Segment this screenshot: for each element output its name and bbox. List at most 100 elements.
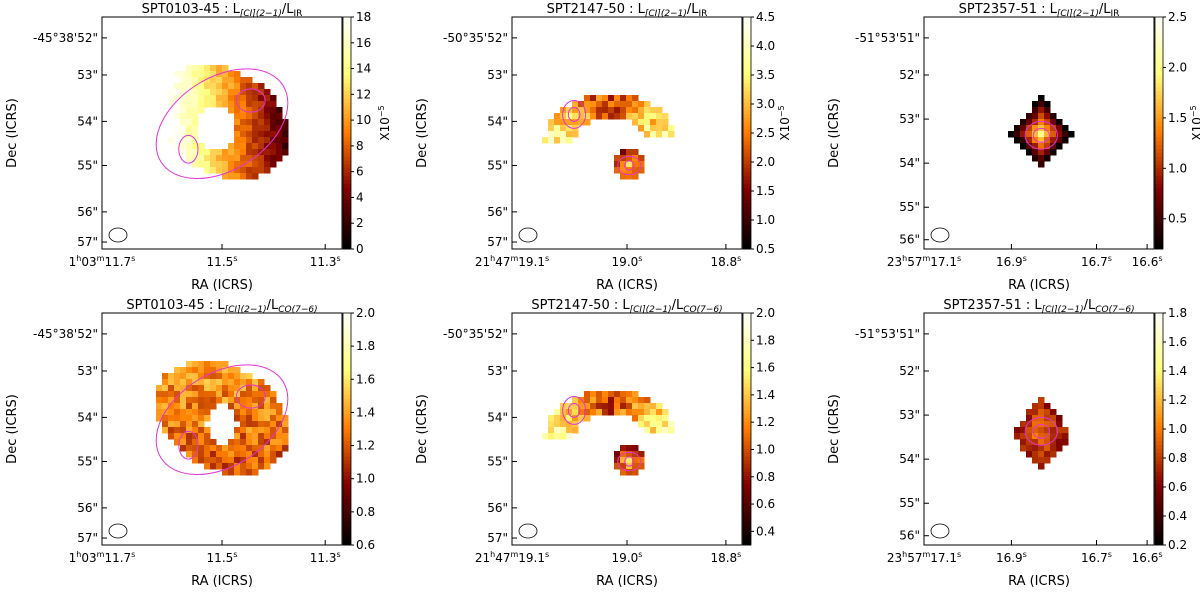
colorbar-step <box>743 144 751 149</box>
colorbar-step <box>1155 386 1163 391</box>
heatmap-cell <box>662 409 669 416</box>
colorbar-step <box>343 533 351 538</box>
heatmap-cell <box>1032 421 1039 428</box>
colorbar-step <box>743 63 751 68</box>
heatmap-cell <box>632 149 639 156</box>
heatmap-cell <box>222 83 229 90</box>
colorbar-step <box>743 343 751 349</box>
heatmap-cell <box>1026 427 1033 434</box>
heatmap-cell <box>1044 155 1051 162</box>
heatmap-cell <box>180 379 187 386</box>
colorbar-step <box>343 55 351 61</box>
heatmap-cell <box>246 89 253 96</box>
heatmap-cell <box>222 445 229 452</box>
heatmap-cell <box>180 421 187 428</box>
heatmap-cell <box>584 107 591 114</box>
colorbar-step <box>1155 148 1163 153</box>
heatmap-cell <box>174 113 181 120</box>
heatmap-cell <box>180 113 187 120</box>
colorbar-step <box>343 24 351 30</box>
heatmap-cell <box>1044 107 1051 114</box>
beam-ellipse <box>518 523 538 539</box>
heatmap-cell <box>240 379 247 386</box>
colorbar-step <box>1155 218 1163 223</box>
colorbar-step <box>743 78 751 84</box>
colorbar-step <box>743 125 751 130</box>
heatmap-cell <box>270 451 277 458</box>
heatmap-cell <box>192 113 199 120</box>
heatmap-cell <box>198 397 205 404</box>
heatmap-cell <box>650 119 657 126</box>
colorbar-step <box>1155 44 1163 49</box>
heatmap-cell <box>614 155 621 162</box>
heatmap-cell <box>282 119 289 126</box>
colorbar-step <box>343 456 351 461</box>
heatmap-cell <box>180 101 187 108</box>
heatmap-cell <box>246 95 253 102</box>
colorbar-step <box>1155 105 1163 111</box>
heatmap-cell <box>174 397 181 404</box>
heatmap-cell <box>566 409 573 416</box>
heatmap-cell <box>192 427 199 434</box>
heatmap-cell <box>192 403 199 410</box>
heatmap-cell <box>602 101 609 108</box>
heatmap-cell <box>234 433 241 440</box>
colorbar-step <box>1155 125 1163 130</box>
heatmap-cell <box>1038 143 1045 150</box>
heatmap-cell <box>216 361 223 368</box>
heatmap-cell <box>246 149 253 156</box>
heatmap-cell <box>548 131 555 138</box>
colorbar-step <box>1155 94 1163 99</box>
heatmap-cell <box>246 113 253 120</box>
heatmap-cell <box>656 409 663 416</box>
heatmap-cell <box>1038 427 1045 434</box>
heatmap-cell <box>644 397 651 404</box>
heatmap-cell <box>222 469 229 476</box>
colorbar-tick-label: 18 <box>356 10 371 24</box>
x-tick-label: 18.8s <box>710 254 741 269</box>
heatmap-cell <box>632 161 639 168</box>
y-tick-label: 57" <box>77 531 98 545</box>
heatmap-cell <box>264 409 271 416</box>
heatmap-cell <box>180 445 187 452</box>
colorbar-step <box>1155 198 1163 204</box>
colorbar-step <box>1155 444 1163 449</box>
heatmap-cell <box>656 119 663 126</box>
heatmap-cell <box>216 445 223 452</box>
colorbar-step <box>743 541 751 546</box>
beam-ellipse <box>518 227 538 243</box>
heatmap-cell <box>210 445 217 452</box>
heatmap-cell <box>632 409 639 416</box>
heatmap-cell <box>168 427 175 434</box>
colorbar-step <box>1155 40 1163 45</box>
heatmap-cell <box>192 397 199 404</box>
colorbar-step <box>743 313 751 318</box>
heatmap-cell <box>560 131 567 138</box>
colorbar-tick-label: 1.0 <box>756 442 775 456</box>
heatmap-cell <box>638 457 645 464</box>
heatmap-cell <box>174 131 181 138</box>
colorbar-step <box>343 121 351 126</box>
colorbar-step <box>743 163 751 169</box>
heatmap-cell <box>584 101 591 108</box>
heatmap-cell <box>216 101 223 108</box>
colorbar-step <box>743 129 751 134</box>
heatmap-cell <box>192 409 199 416</box>
heatmap-cell <box>210 149 217 156</box>
heatmap-cell <box>210 457 217 464</box>
colorbar-step <box>743 136 751 142</box>
colorbar-step <box>743 17 751 22</box>
colorbar-step <box>1155 340 1163 345</box>
heatmap-cell <box>186 451 193 458</box>
colorbar-step <box>743 398 751 403</box>
heatmap-cell <box>566 119 573 126</box>
heatmap-cell <box>234 143 241 150</box>
heatmap-cell <box>620 451 627 458</box>
heatmap-cell <box>264 433 271 440</box>
colorbar-step <box>743 109 751 115</box>
colorbar-step <box>743 202 751 207</box>
colorbar-step <box>743 320 751 326</box>
heatmap-cell <box>156 403 163 410</box>
colorbar-step <box>343 525 351 531</box>
heatmap-cell <box>1050 131 1057 138</box>
